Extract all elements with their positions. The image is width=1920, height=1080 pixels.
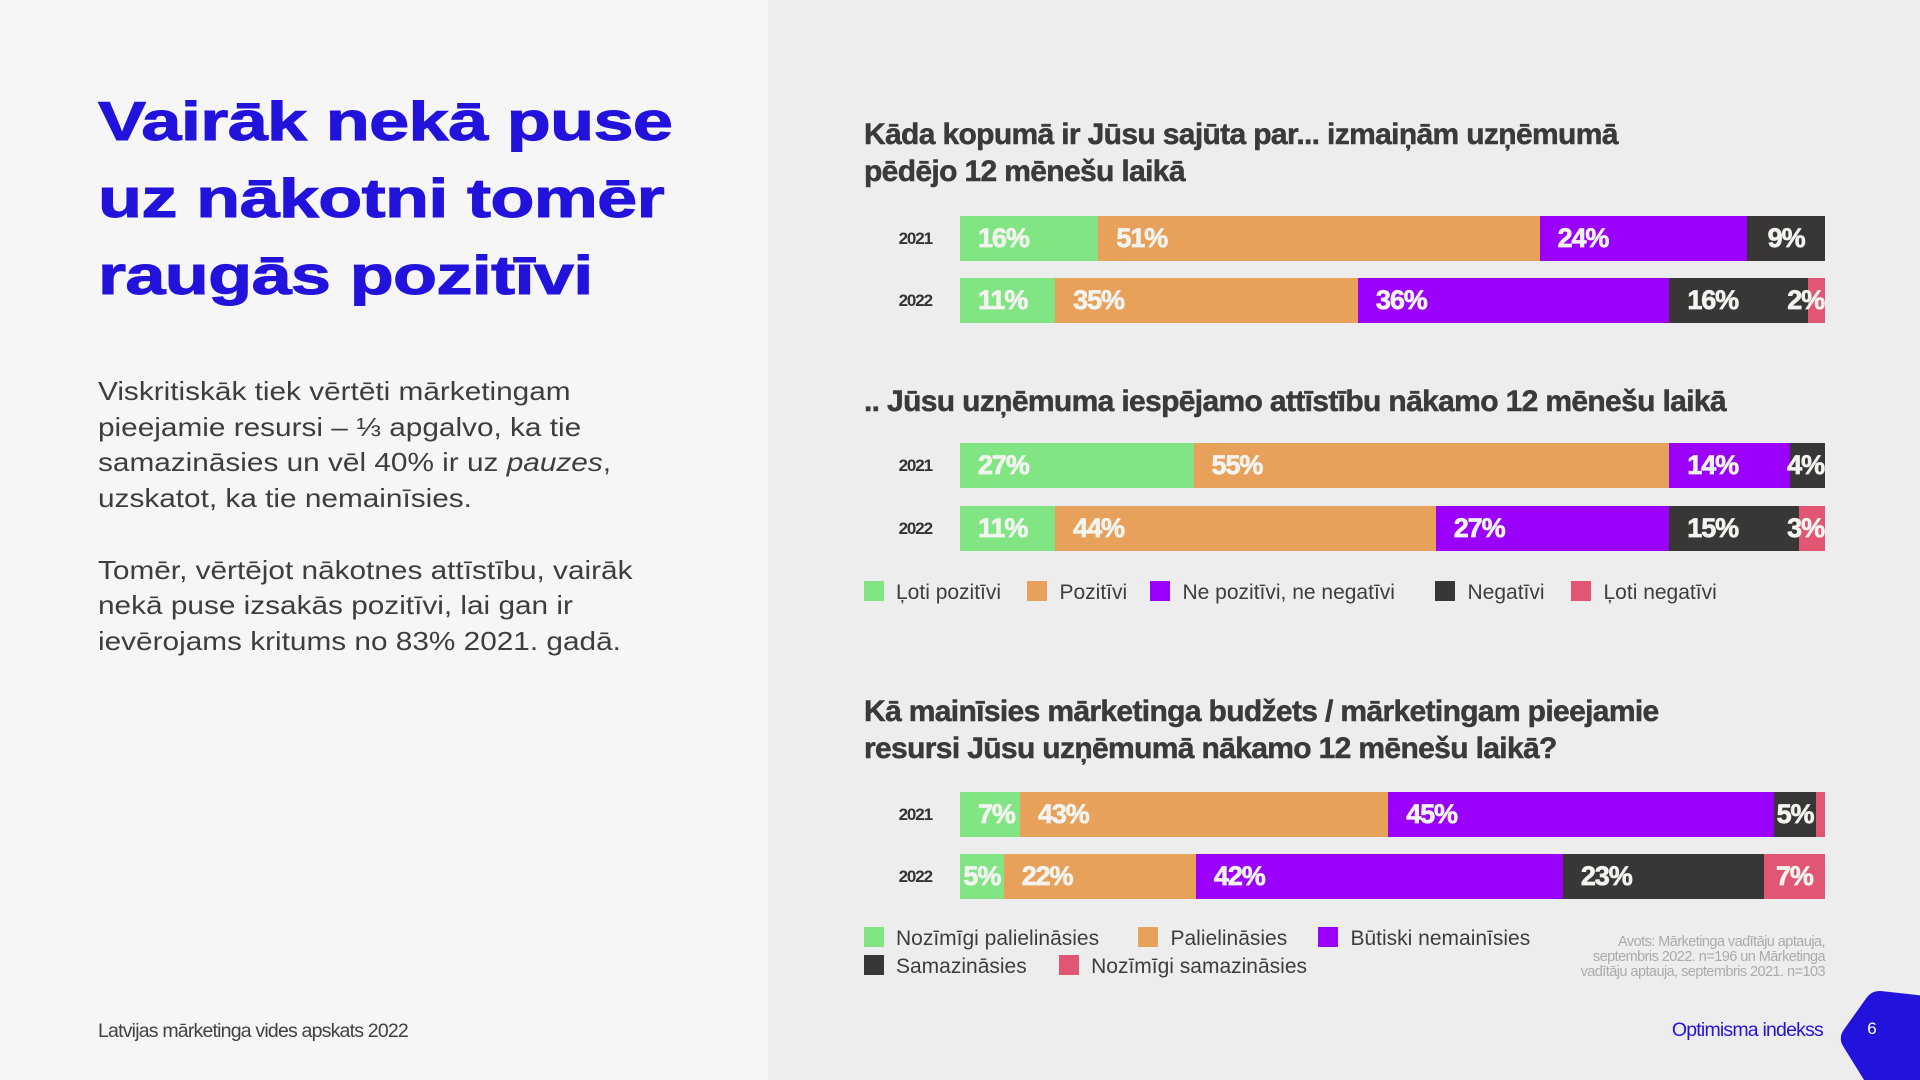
svg-text:6: 6 (1867, 1019, 1876, 1038)
